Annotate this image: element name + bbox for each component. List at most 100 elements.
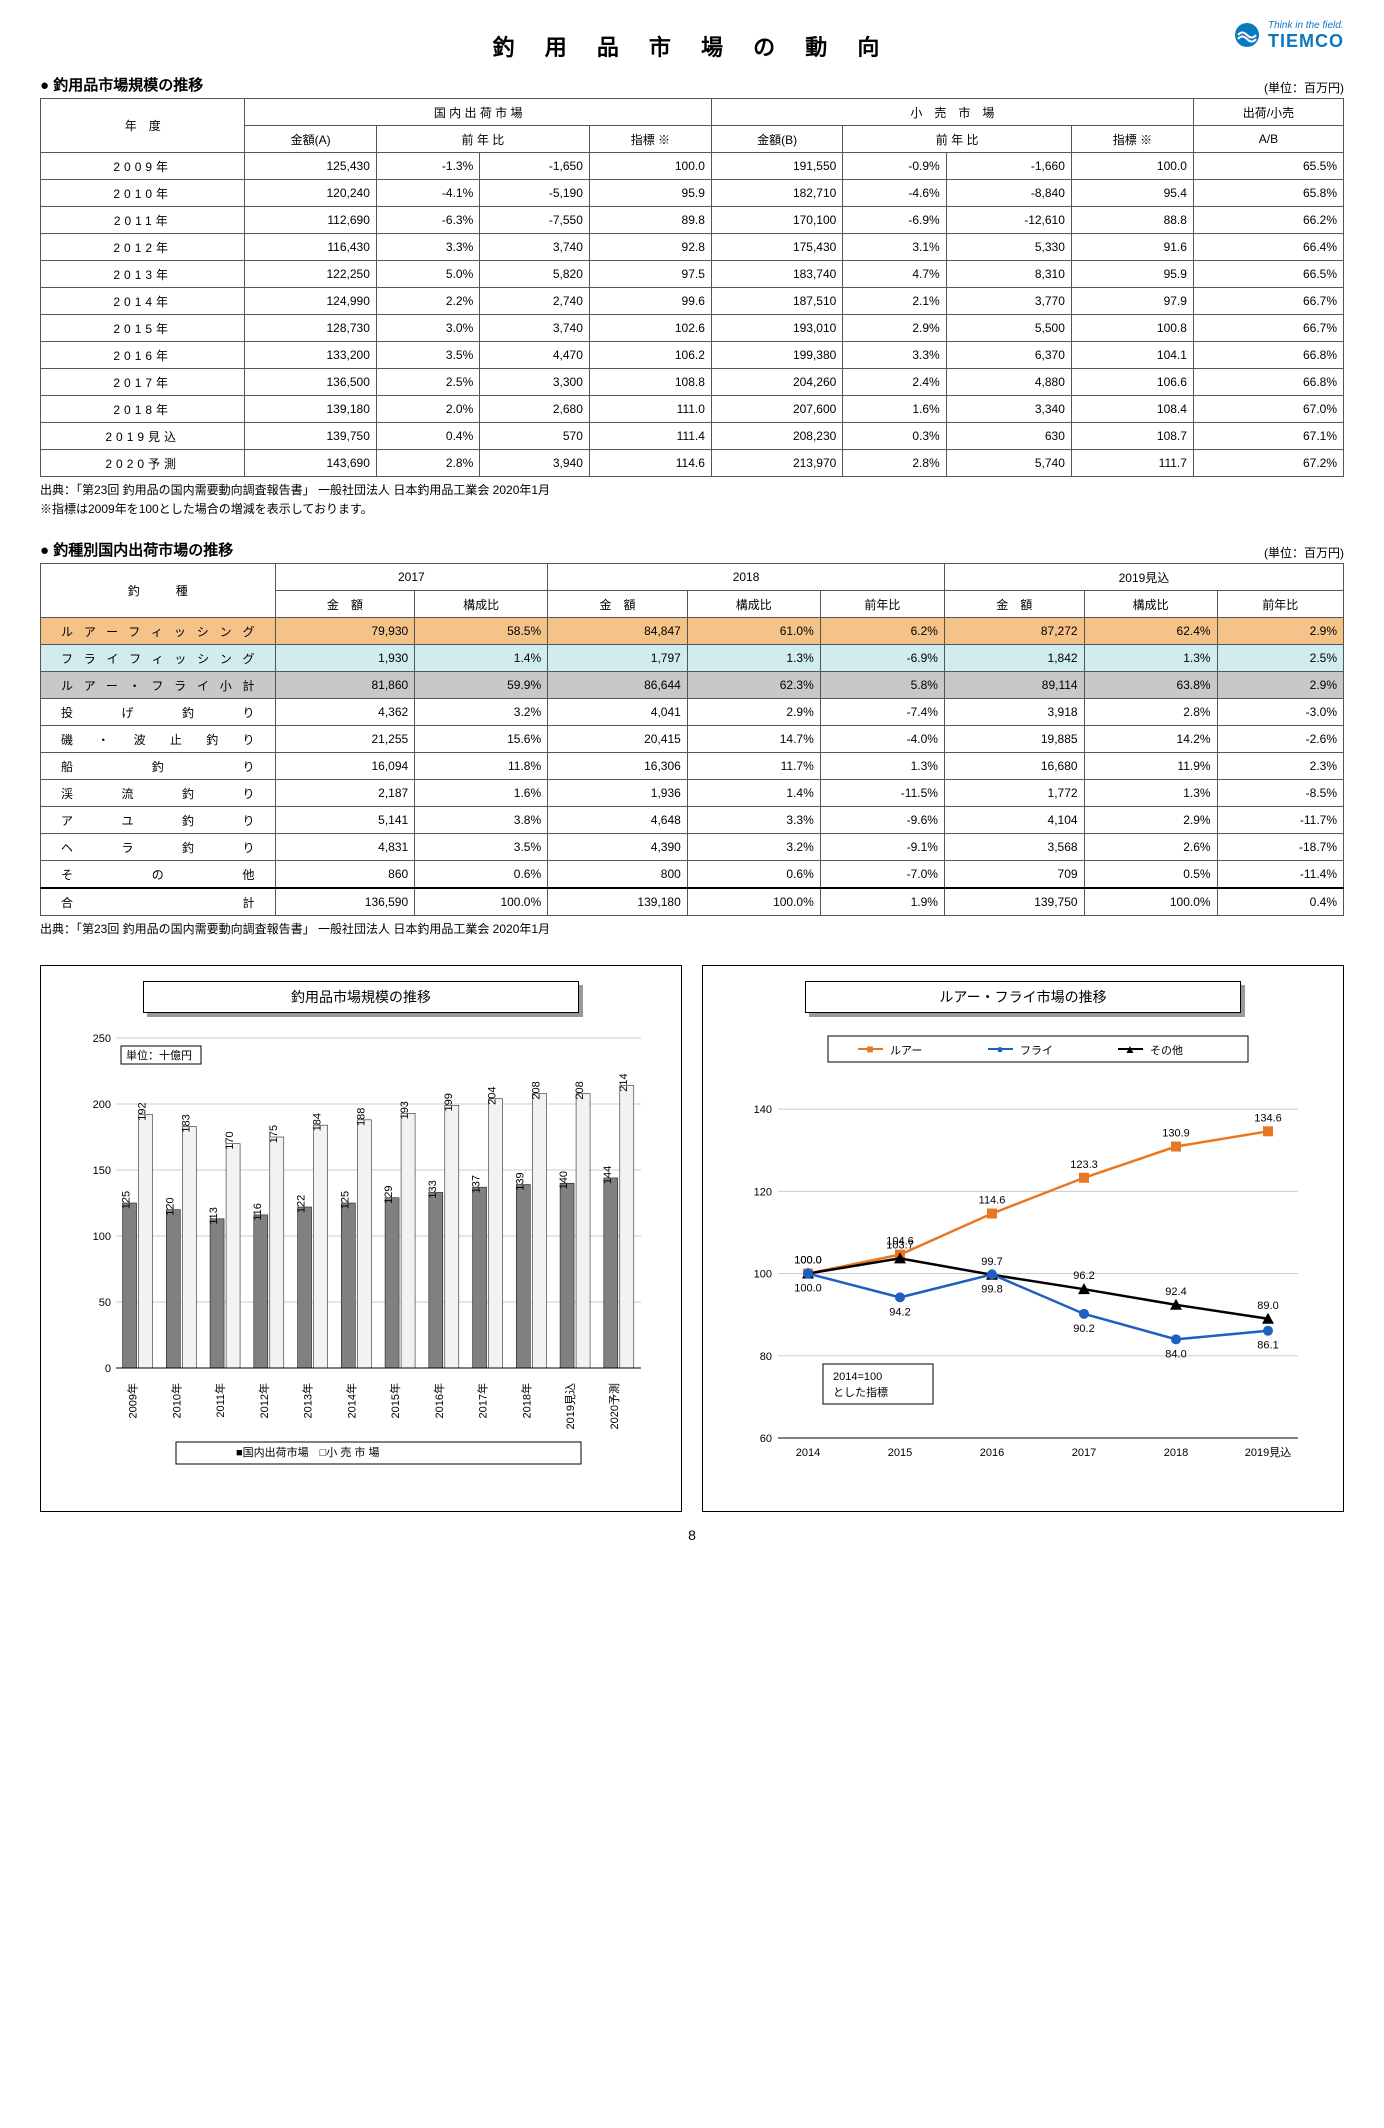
svg-text:2019見込: 2019見込: [1245, 1446, 1291, 1459]
unit-label-1: (単位：百万円): [40, 79, 1344, 96]
svg-text:80: 80: [760, 1350, 772, 1362]
svg-text:120: 120: [754, 1186, 772, 1198]
svg-text:208: 208: [574, 1081, 586, 1099]
table-row: 2019見込139,7500.4%570111.4208,2300.3%6301…: [41, 423, 1344, 450]
table-row: ア ユ 釣 り5,1413.8%4,6483.3%-9.6%4,1042.9%-…: [41, 807, 1344, 834]
table-row: 2018年139,1802.0%2,680111.0207,6001.6%3,3…: [41, 396, 1344, 423]
svg-text:89.0: 89.0: [1257, 1299, 1278, 1311]
svg-text:100.0: 100.0: [794, 1282, 822, 1294]
page-number: 8: [40, 1527, 1344, 1543]
svg-text:単位：十億円: 単位：十億円: [126, 1048, 192, 1062]
svg-text:その他: その他: [1150, 1044, 1183, 1057]
svg-text:183: 183: [180, 1114, 192, 1132]
th-rat19: 構成比: [1084, 591, 1217, 618]
th-yoy-a: 前 年 比: [376, 126, 589, 153]
svg-text:103.7: 103.7: [886, 1239, 914, 1251]
logo-slogan: Think in the field.: [1268, 20, 1344, 31]
table-row: 船 釣 り16,09411.8%16,30611.7%1.3%16,68011.…: [41, 753, 1344, 780]
table-row: 2020予測143,6902.8%3,940114.6213,9702.8%5,…: [41, 450, 1344, 477]
table-row: 投 げ 釣 り4,3623.2%4,0412.9%-7.4%3,9182.8%-…: [41, 699, 1344, 726]
svg-text:188: 188: [355, 1107, 367, 1125]
svg-text:90.2: 90.2: [1073, 1322, 1094, 1334]
svg-text:2019見込: 2019見込: [564, 1383, 577, 1429]
th-yoy18: 前年比: [820, 591, 944, 618]
svg-text:2017: 2017: [1072, 1447, 1096, 1459]
svg-text:2014: 2014: [796, 1447, 820, 1459]
svg-text:170: 170: [224, 1131, 236, 1149]
logo-brand: TIEMCO: [1268, 31, 1344, 52]
svg-text:139: 139: [514, 1172, 526, 1190]
svg-text:120: 120: [164, 1197, 176, 1215]
th-2019: 2019見込: [944, 564, 1343, 591]
svg-text:2018: 2018: [1164, 1447, 1188, 1459]
svg-text:150: 150: [93, 1165, 111, 1177]
svg-text:250: 250: [93, 1033, 111, 1045]
th-rat18: 構成比: [687, 591, 820, 618]
svg-text:2011年: 2011年: [213, 1383, 227, 1418]
svg-text:114.6: 114.6: [979, 1194, 1006, 1206]
svg-text:130.9: 130.9: [1162, 1127, 1190, 1139]
table-row: ヘ ラ 釣 り4,8313.5%4,3903.2%-9.1%3,5682.6%-…: [41, 834, 1344, 861]
svg-text:123.3: 123.3: [1070, 1158, 1098, 1170]
table-row: 2011年112,690-6.3%-7,55089.8170,100-6.9%-…: [41, 207, 1344, 234]
svg-text:とした指標: とした指標: [833, 1385, 888, 1399]
svg-text:199: 199: [443, 1093, 455, 1111]
svg-text:2018年: 2018年: [519, 1383, 533, 1418]
svg-text:175: 175: [268, 1124, 280, 1142]
svg-text:184: 184: [312, 1113, 324, 1131]
svg-text:96.2: 96.2: [1073, 1270, 1094, 1282]
svg-text:133: 133: [427, 1180, 439, 1198]
th-amount-a: 金額(A): [245, 126, 376, 153]
table-row: そ の 他8600.6%8000.6%-7.0%7090.5%-11.4%: [41, 861, 1344, 889]
table-row: 渓 流 釣 り2,1871.6%1,9361.4%-11.5%1,7721.3%…: [41, 780, 1344, 807]
table-row: 2010年120,240-4.1%-5,19095.9182,710-4.6%-…: [41, 180, 1344, 207]
svg-text:2009年: 2009年: [126, 1383, 140, 1418]
table-row: ルアーフィッシング79,93058.5%84,84761.0%6.2%87,27…: [41, 618, 1344, 645]
bar-chart-title: 釣用品市場規模の推移: [143, 981, 579, 1013]
th-domestic: 国 内 出 荷 市 場: [245, 99, 711, 126]
table-row: 2013年122,2505.0%5,82097.5183,7404.7%8,31…: [41, 261, 1344, 288]
logo: Think in the field. TIEMCO: [1234, 20, 1344, 52]
th-amt19: 金 額: [944, 591, 1084, 618]
svg-text:84.0: 84.0: [1165, 1348, 1186, 1360]
svg-text:208: 208: [530, 1081, 542, 1099]
logo-icon: [1234, 22, 1260, 51]
th-yoy19: 前年比: [1217, 591, 1343, 618]
page-title: 釣 用 品 市 場 の 動 向: [40, 30, 1344, 62]
th-ratio: 出荷/小売: [1193, 99, 1343, 126]
svg-text:125: 125: [339, 1190, 351, 1208]
svg-text:94.2: 94.2: [889, 1306, 910, 1318]
svg-text:99.7: 99.7: [981, 1255, 1002, 1267]
th-amt18: 金 額: [548, 591, 688, 618]
svg-text:0: 0: [105, 1363, 111, 1375]
th-ab: A/B: [1193, 126, 1343, 153]
svg-text:■国内出荷市場 □小 売 市 場: ■国内出荷市場 □小 売 市 場: [236, 1445, 379, 1459]
svg-text:200: 200: [93, 1099, 111, 1111]
svg-text:60: 60: [760, 1433, 772, 1445]
table-row: 2014年124,9902.2%2,74099.6187,5102.1%3,77…: [41, 288, 1344, 315]
th-amt17: 金 額: [275, 591, 415, 618]
svg-text:フライ: フライ: [1020, 1045, 1053, 1057]
table1-source: 出典：「第23回 釣用品の国内需要動向調査報告書」 一般社団法人 日本釣用品工業…: [40, 481, 1344, 500]
svg-text:50: 50: [99, 1297, 111, 1309]
svg-text:2010年: 2010年: [169, 1383, 183, 1418]
table2-source: 出典：「第23回 釣用品の国内需要動向調査報告書」 一般社団法人 日本釣用品工業…: [40, 920, 1344, 939]
svg-text:92.4: 92.4: [1165, 1285, 1186, 1297]
th-2017: 2017: [275, 564, 548, 591]
svg-text:2015: 2015: [888, 1447, 912, 1459]
table-row: 2017年136,5002.5%3,300108.8204,2602.4%4,8…: [41, 369, 1344, 396]
svg-text:100: 100: [93, 1231, 111, 1243]
svg-text:2015年: 2015年: [388, 1383, 402, 1418]
table-row: フライフィッシング1,9301.4%1,7971.3%-6.9%1,8421.3…: [41, 645, 1344, 672]
svg-text:113: 113: [208, 1207, 220, 1225]
svg-text:2020予測: 2020予測: [607, 1383, 621, 1429]
svg-text:214: 214: [618, 1073, 630, 1091]
table-row: 2012年116,4303.3%3,74092.8175,4303.1%5,33…: [41, 234, 1344, 261]
table-row: ルアー・フライ小計81,86059.9%86,64462.3%5.8%89,11…: [41, 672, 1344, 699]
svg-text:193: 193: [399, 1101, 411, 1119]
th-year: 年 度: [41, 99, 245, 153]
table-total-row: 合 計136,590100.0%139,180100.0%1.9%139,750…: [41, 888, 1344, 916]
svg-text:ルアー: ルアー: [890, 1045, 922, 1057]
by-type-table: 釣 種 2017 2018 2019見込 金 額 構成比 金 額 構成比 前年比…: [40, 563, 1344, 916]
bar-chart: 050100150200250単位：十億円1251922009年12018320…: [51, 1028, 671, 1478]
